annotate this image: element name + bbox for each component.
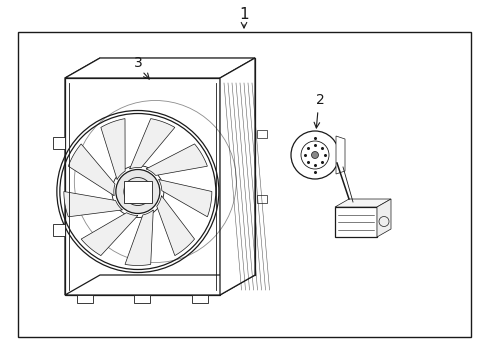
Polygon shape [64,192,122,217]
Bar [65,78,220,295]
Polygon shape [81,213,138,256]
Polygon shape [100,58,254,275]
Bar [257,195,266,203]
Polygon shape [68,144,115,196]
Text: 1: 1 [239,6,248,22]
Bar [334,207,376,237]
Circle shape [311,152,318,158]
Polygon shape [376,199,390,237]
Bar [257,130,266,138]
Polygon shape [101,119,125,180]
Text: 3: 3 [133,56,142,70]
Polygon shape [220,58,254,295]
Polygon shape [65,58,100,295]
Bar [123,180,152,202]
Polygon shape [65,275,254,295]
Bar [18,32,470,337]
Polygon shape [125,210,153,266]
Bar [134,295,150,303]
Polygon shape [335,136,345,174]
Polygon shape [334,199,390,207]
Polygon shape [129,119,175,169]
Polygon shape [146,144,207,175]
Text: 2: 2 [315,93,324,107]
Bar [53,224,65,236]
Circle shape [116,170,160,213]
Bar [192,295,207,303]
Polygon shape [65,58,254,78]
Polygon shape [158,180,211,217]
Bar [53,137,65,149]
Bar [77,295,93,303]
Polygon shape [157,196,194,256]
